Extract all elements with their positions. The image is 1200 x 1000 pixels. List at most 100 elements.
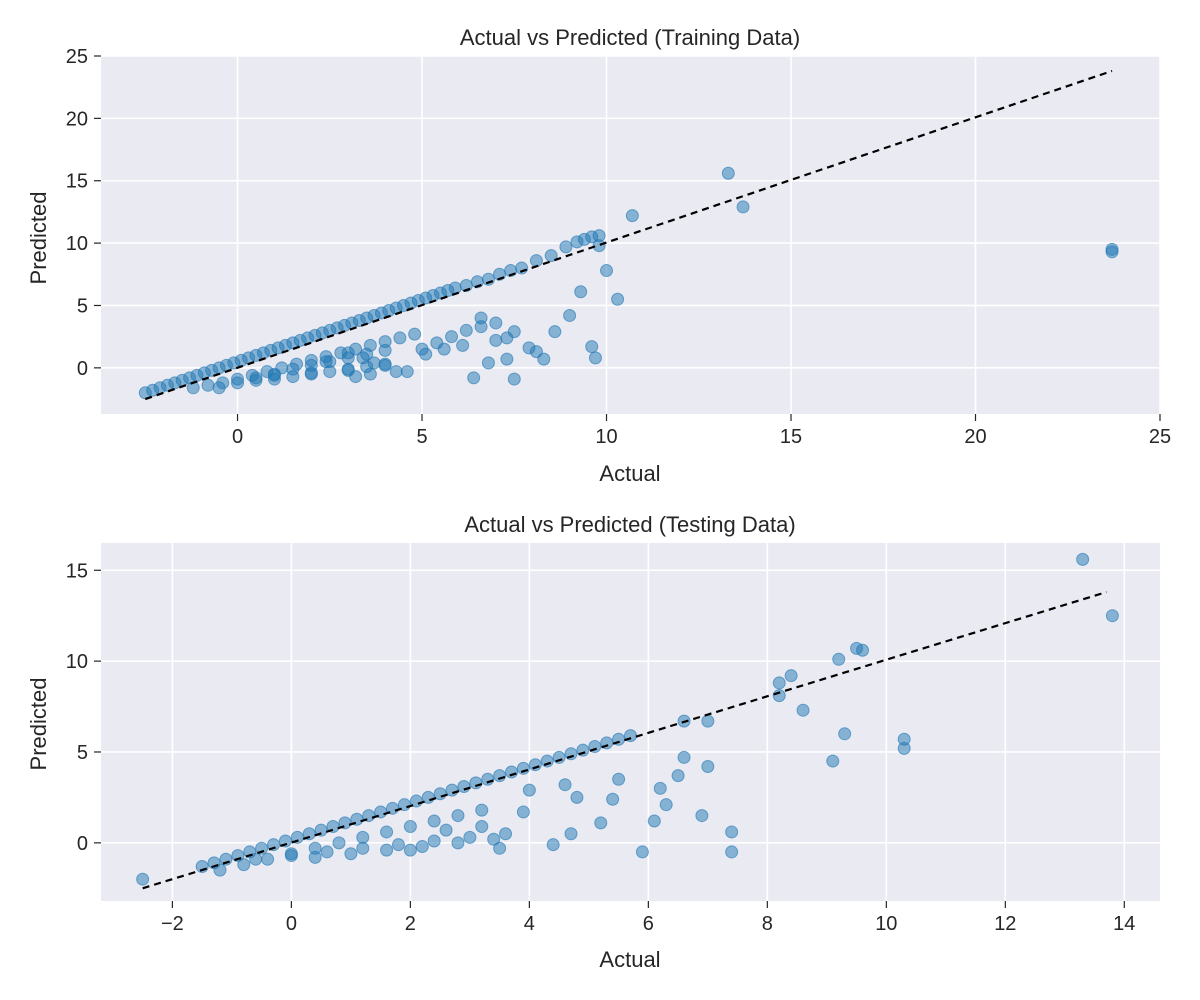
x-tick-label: 2: [405, 913, 416, 935]
data-point: [463, 830, 477, 844]
data-point: [475, 819, 489, 833]
data-point: [319, 355, 333, 369]
data-point: [516, 761, 530, 775]
data-point: [201, 378, 215, 392]
data-point: [493, 769, 507, 783]
y-tick-label: 10: [66, 233, 88, 255]
data-point: [695, 809, 709, 823]
data-point: [606, 792, 620, 806]
data-point: [278, 834, 292, 848]
data-point: [437, 342, 451, 356]
y-tick-label: 0: [77, 833, 88, 855]
data-point: [378, 343, 392, 357]
data-point: [445, 783, 459, 797]
data-point: [736, 200, 750, 214]
data-point: [349, 370, 363, 384]
chart-testing: −2 0 2 4 6 8 10 12 14 0 5 10 15 Actual vs Predicted (…: [26, 512, 1160, 972]
data-point: [261, 852, 275, 866]
data-point: [564, 827, 578, 841]
data-point: [772, 689, 786, 703]
data-point: [451, 809, 465, 823]
data-point: [249, 373, 263, 387]
data-point: [474, 311, 488, 325]
data-point: [403, 819, 417, 833]
y-axis-label: Predicted: [26, 192, 51, 285]
y-tick-label: 15: [66, 171, 88, 193]
data-point: [451, 836, 465, 850]
data-point: [213, 863, 227, 877]
data-point: [439, 823, 453, 837]
data-point: [237, 858, 251, 872]
data-point: [725, 845, 739, 859]
data-point: [475, 803, 489, 817]
y-tick-label: 10: [66, 651, 88, 673]
data-point: [522, 783, 536, 797]
data-point: [548, 325, 562, 339]
data-point: [457, 780, 471, 794]
data-point: [516, 805, 530, 819]
x-tick-label: −2: [161, 913, 184, 935]
data-point: [350, 812, 364, 826]
data-point: [481, 772, 495, 786]
data-point: [528, 758, 542, 772]
data-point: [389, 365, 403, 379]
data-point: [314, 823, 328, 837]
data-point: [456, 338, 470, 352]
data-point: [338, 816, 352, 830]
y-tick-label: 25: [66, 46, 88, 68]
x-tick-label: 4: [524, 913, 535, 935]
data-point: [784, 669, 798, 683]
data-point: [558, 778, 572, 792]
y-tick-label: 15: [66, 560, 88, 582]
data-point: [212, 381, 226, 395]
plot-area: 0 5 10 15 20 25 0 5 10 15 20 25: [66, 46, 1171, 448]
data-point: [459, 323, 473, 337]
x-tick-label: 5: [416, 426, 427, 448]
data-point: [356, 841, 370, 855]
data-point: [564, 747, 578, 761]
data-point: [507, 325, 521, 339]
y-tick-label: 0: [77, 358, 88, 380]
plot-area: −2 0 2 4 6 8 10 12 14 0 5 10 15: [66, 543, 1160, 935]
data-point: [897, 732, 911, 746]
x-tick-label: 14: [1113, 913, 1135, 935]
data-point: [448, 281, 462, 295]
data-point: [592, 239, 606, 253]
data-point: [231, 376, 245, 390]
scatter-points: [136, 552, 1119, 886]
data-point: [415, 839, 429, 853]
data-point: [391, 838, 405, 852]
data-point: [529, 254, 543, 268]
data-point: [544, 249, 558, 263]
data-point: [284, 849, 298, 863]
data-point: [721, 166, 735, 180]
data-point: [493, 841, 507, 855]
data-point: [701, 714, 715, 728]
data-point: [302, 827, 316, 841]
data-point: [856, 643, 870, 657]
data-point: [469, 776, 483, 790]
data-point: [403, 843, 417, 857]
data-point: [559, 240, 573, 254]
y-axis-label: Predicted: [26, 678, 51, 771]
data-point: [772, 676, 786, 690]
data-point: [489, 316, 503, 330]
data-point: [356, 351, 370, 365]
data-point: [838, 727, 852, 741]
x-axis-label: Actual: [599, 461, 660, 486]
x-tick-label: 6: [643, 913, 654, 935]
data-point: [671, 769, 685, 783]
data-point: [826, 754, 840, 768]
data-point: [585, 340, 599, 354]
data-point: [427, 814, 441, 828]
data-point: [427, 834, 441, 848]
data-point: [588, 351, 602, 365]
x-tick-label: 15: [780, 426, 802, 448]
data-point: [344, 847, 358, 861]
data-point: [481, 356, 495, 370]
y-tick-label: 5: [77, 295, 88, 317]
identity-reference-line: [144, 69, 1113, 401]
data-point: [249, 852, 263, 866]
data-point: [445, 330, 459, 344]
data-point: [600, 264, 614, 278]
